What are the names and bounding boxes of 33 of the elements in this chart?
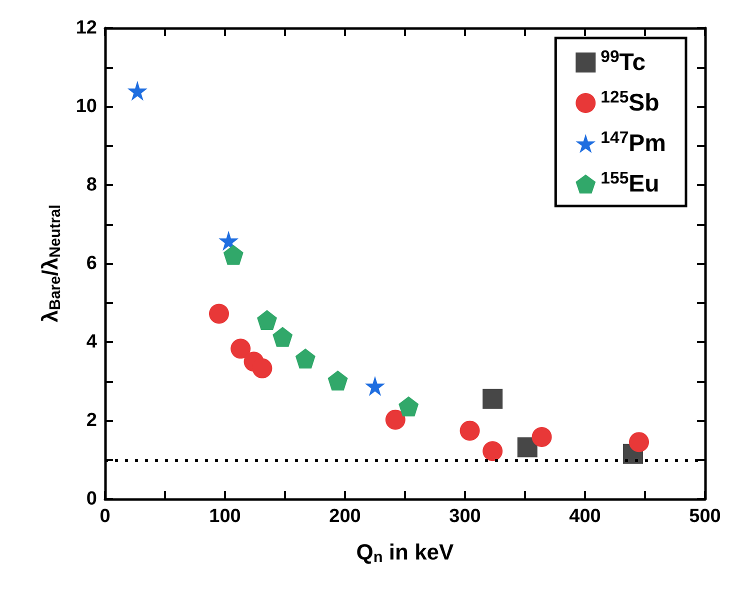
point [532, 426, 552, 447]
point [218, 230, 239, 251]
point [257, 310, 277, 330]
x-tick-label: 500 [689, 506, 721, 527]
y-tick-label: 2 [86, 410, 97, 431]
point [629, 432, 649, 452]
y-tick-label: 10 [76, 96, 97, 117]
y-tick-label: 6 [86, 253, 97, 274]
point [398, 396, 419, 416]
point [365, 376, 385, 396]
point [209, 304, 229, 324]
point [272, 326, 293, 347]
x-tick-label: 200 [329, 506, 361, 527]
point [482, 441, 503, 462]
y-tick-label: 4 [86, 332, 98, 352]
y-axis-title: λBare/λNeutral [38, 204, 64, 322]
point [517, 437, 538, 458]
point [295, 348, 316, 368]
x-tick-label: 100 [209, 506, 241, 527]
x-tick-label: 400 [569, 506, 601, 527]
x-tick-label: 300 [449, 506, 481, 527]
point [127, 80, 148, 101]
y-tick-label: 0 [86, 488, 97, 510]
point [223, 244, 244, 265]
point [252, 358, 272, 378]
y-tick-label: 12 [76, 18, 97, 38]
point [328, 370, 348, 390]
x-tick-label: 0 [100, 506, 110, 527]
point [230, 338, 251, 359]
y-tick-label: 8 [86, 174, 97, 196]
point [385, 410, 406, 430]
point [482, 388, 503, 409]
point [460, 420, 480, 441]
